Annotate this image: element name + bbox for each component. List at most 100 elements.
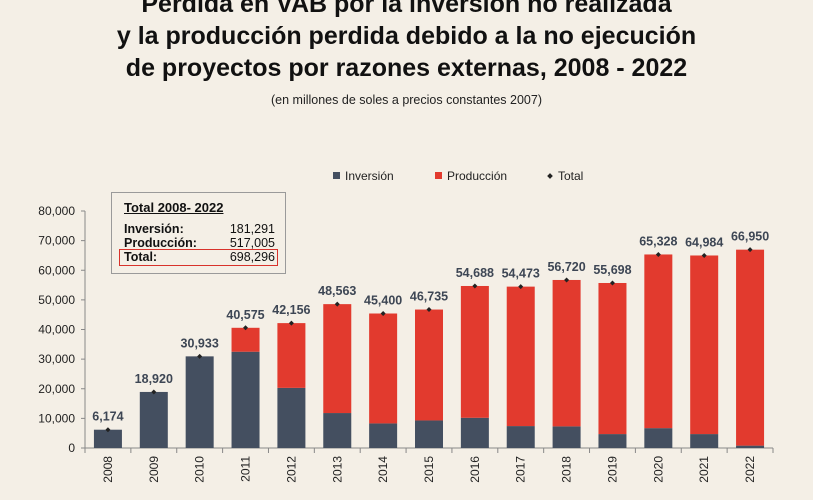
bar-inversion [369, 423, 398, 448]
legend-inversion: Inversión [333, 169, 394, 183]
x-tick-label: 2008 [101, 456, 115, 483]
x-tick-label: 2015 [422, 456, 436, 483]
total-marker [426, 307, 432, 313]
total-marker [105, 427, 111, 433]
total-marker [518, 284, 524, 290]
y-tick-label: 30,000 [38, 352, 75, 366]
total-marker [655, 251, 661, 257]
bar-inversion [736, 445, 765, 448]
summary-value: 181,291 [229, 222, 275, 236]
total-marker [609, 280, 615, 286]
legend-swatch-inversion [333, 172, 340, 179]
total-data-label: 18,920 [135, 372, 173, 386]
total-data-label: 56,720 [547, 260, 585, 274]
y-tick-label: 10,000 [38, 411, 75, 425]
title-line-2: y la producción perdida debido a la no e… [116, 22, 697, 50]
y-tick-label: 40,000 [38, 323, 75, 337]
legend-swatch-produccion [435, 172, 442, 179]
total-data-label: 66,950 [731, 230, 769, 244]
bar-inversion [598, 434, 627, 448]
x-tick-label: 2010 [193, 456, 207, 483]
y-tick-label: 50,000 [38, 293, 75, 307]
total-data-label: 42,156 [272, 303, 310, 317]
x-tick-label: 2018 [560, 456, 574, 483]
bar-inversion [93, 429, 122, 448]
summary-total-highlight [119, 249, 278, 266]
y-tick-label: 0 [68, 441, 75, 455]
summary-row-produccion: Producción: 517,005 [124, 236, 275, 251]
x-tick-label: 2011 [239, 456, 253, 482]
bar-inversion [506, 426, 535, 448]
total-marker [151, 389, 157, 395]
bar-produccion [690, 255, 719, 435]
summary-row-inversion: Inversión: 181,291 [124, 222, 275, 237]
x-tick-label: 2019 [605, 456, 619, 483]
bar-inversion [323, 413, 352, 448]
legend-produccion: Producción [435, 169, 507, 183]
y-tick-label: 80,000 [38, 204, 75, 218]
bar-inversion [231, 351, 260, 448]
summary-row-total: Total: 698,296 [124, 250, 275, 265]
legend-label-inversion: Inversión [345, 169, 394, 183]
bar-inversion [139, 391, 168, 448]
total-data-label: 6,174 [92, 410, 123, 424]
bar-produccion [506, 286, 535, 427]
total-marker [380, 311, 386, 317]
bar-inversion [277, 387, 306, 448]
x-tick-label: 2017 [514, 456, 528, 483]
bar-produccion [644, 254, 673, 429]
summary-label: Producción: [124, 236, 197, 250]
chart-subtitle: (en millones de soles a precios constant… [271, 93, 542, 107]
x-tick-label: 2013 [330, 456, 344, 483]
x-tick-label: 2014 [376, 456, 390, 483]
legend-label-total: Total [558, 169, 584, 183]
summary-title: Total 2008- 2022 [124, 200, 224, 215]
bar-produccion [460, 285, 489, 418]
bar-produccion [598, 282, 627, 435]
total-marker [472, 283, 478, 289]
title-line-1: Pérdida en VAB por la inversión no reali… [141, 0, 672, 18]
bar-produccion [231, 327, 260, 352]
total-marker [288, 320, 294, 326]
total-data-label: 45,400 [364, 294, 402, 308]
total-data-label: 54,688 [456, 266, 494, 280]
total-marker [747, 247, 753, 253]
total-data-label: 55,698 [593, 263, 631, 277]
chart-title: Pérdida en VAB por la inversión no reali… [0, 0, 813, 84]
total-marker [564, 277, 570, 283]
x-tick-label: 2016 [468, 456, 482, 483]
total-marker [701, 252, 707, 258]
summary-box: Total 2008- 2022 Inversión: 181,291 Prod… [111, 192, 286, 274]
bar-produccion [552, 279, 581, 427]
y-tick-label: 60,000 [38, 263, 75, 277]
total-data-label: 65,328 [639, 234, 677, 248]
summary-value: 698,296 [229, 250, 275, 264]
bar-produccion [415, 309, 443, 421]
bar-produccion [736, 249, 765, 446]
x-tick-label: 2012 [284, 456, 298, 483]
total-data-label: 54,473 [502, 267, 540, 281]
y-tick-label: 20,000 [38, 382, 75, 396]
summary-label: Total: [124, 250, 158, 264]
bar-inversion [552, 426, 581, 448]
bar-produccion [369, 313, 398, 424]
total-data-label: 64,984 [685, 235, 723, 249]
total-data-label: 48,563 [318, 284, 356, 298]
y-tick-label: 70,000 [38, 234, 75, 248]
bar-inversion [460, 417, 489, 448]
total-marker [243, 325, 249, 331]
total-marker [334, 301, 340, 307]
x-tick-label: 2009 [147, 456, 161, 483]
title-line-3: de proyectos por razones externas, 2008 … [125, 54, 688, 82]
bar-inversion [185, 356, 214, 448]
summary-value: 517,005 [229, 236, 275, 250]
bar-inversion [690, 434, 719, 448]
total-marker [197, 353, 203, 359]
legend-label-produccion: Producción [447, 169, 508, 183]
total-data-label: 40,575 [226, 308, 264, 322]
bar-produccion [323, 304, 352, 414]
bar-produccion [277, 323, 306, 388]
legend-total: Total [547, 169, 584, 183]
x-tick-label: 2022 [743, 456, 757, 483]
